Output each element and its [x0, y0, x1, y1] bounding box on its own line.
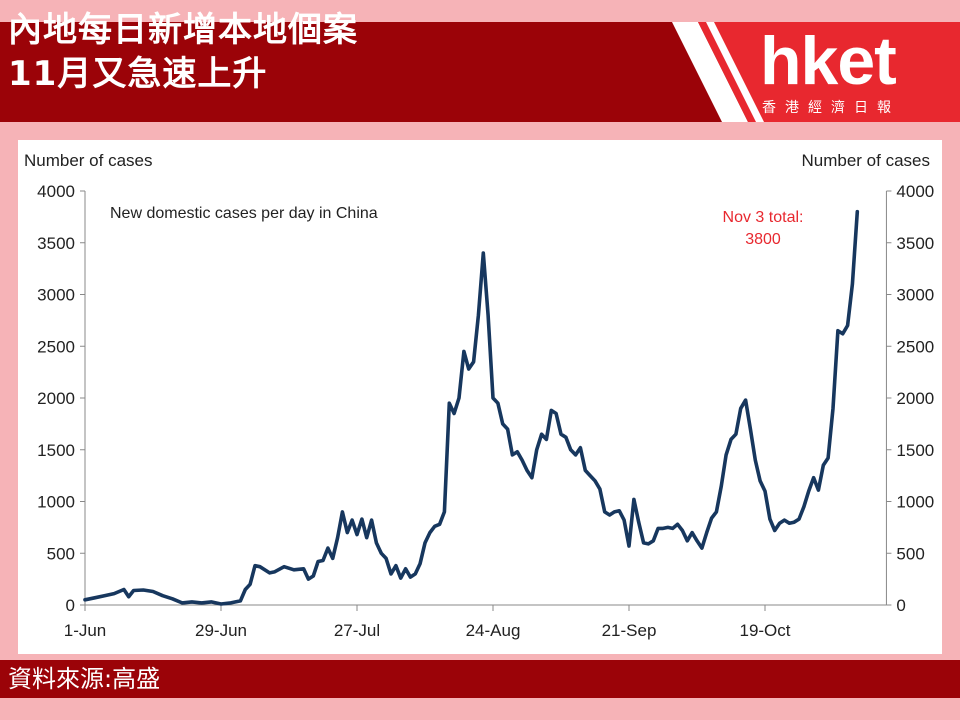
title-line-1: 內地每日新增本地個案 [8, 10, 358, 50]
y-tick-label-right: 3000 [896, 286, 934, 305]
y-tick-label-left: 1000 [37, 493, 75, 512]
series-layer [83, 209, 860, 606]
logo-stripes [672, 22, 960, 122]
page-title: 內地每日新增本地個案 11月又急速上升 [8, 8, 358, 96]
y-tick-label-left: 2000 [37, 389, 75, 408]
chart-title: New domestic cases per day in China [110, 205, 378, 222]
title-line-2: 11月又急速上升 [8, 54, 268, 94]
hket-logo: hket [760, 23, 897, 99]
x-tick-label: 21-Sep [602, 621, 657, 640]
logo-subtitle: 香港經濟日報 [762, 100, 900, 116]
y-tick-label-right: 3500 [896, 234, 934, 253]
y-tick-label-left: 1500 [37, 441, 75, 460]
y-axis-label-left: Number of cases [24, 151, 153, 170]
x-tick-label: 19-Oct [739, 621, 790, 640]
source-note: 資料來源:高盛 [8, 665, 161, 693]
annotation-line-1: Nov 3 total: [723, 209, 804, 226]
x-tick-label: 27-Jul [334, 621, 380, 640]
y-tick-label-right: 0 [896, 596, 905, 615]
series-line [83, 209, 860, 606]
y-tick-label-left: 3000 [37, 286, 75, 305]
y-tick-label-right: 4000 [896, 182, 934, 201]
y-axis-label-right: Number of cases [802, 151, 931, 170]
y-tick-label-right: 1000 [896, 493, 934, 512]
y-tick-label-left: 3500 [37, 234, 75, 253]
y-tick-label-left: 500 [47, 544, 75, 563]
axes: 0 0 500 500 1000 1000 1500 1500 2000 2000 2500 2500… [37, 182, 934, 640]
y-tick-label-right: 500 [896, 544, 924, 563]
y-tick-label-left: 2500 [37, 337, 75, 356]
line-chart: Number of cases Number of cases New dome… [24, 151, 934, 640]
y-tick-label-left: 0 [66, 596, 75, 615]
x-tick-label: 1-Jun [64, 621, 107, 640]
footer-bar: 資料來源:高盛 [0, 660, 960, 698]
y-tick-label-right: 1500 [896, 441, 934, 460]
annotation-line-2: 3800 [745, 231, 781, 248]
chart-panel: Number of cases Number of cases New dome… [18, 140, 942, 654]
y-tick-label-left: 4000 [37, 182, 75, 201]
x-tick-label: 29-Jun [195, 621, 247, 640]
y-tick-label-right: 2500 [896, 337, 934, 356]
y-tick-label-right: 2000 [896, 389, 934, 408]
x-tick-label: 24-Aug [466, 621, 521, 640]
